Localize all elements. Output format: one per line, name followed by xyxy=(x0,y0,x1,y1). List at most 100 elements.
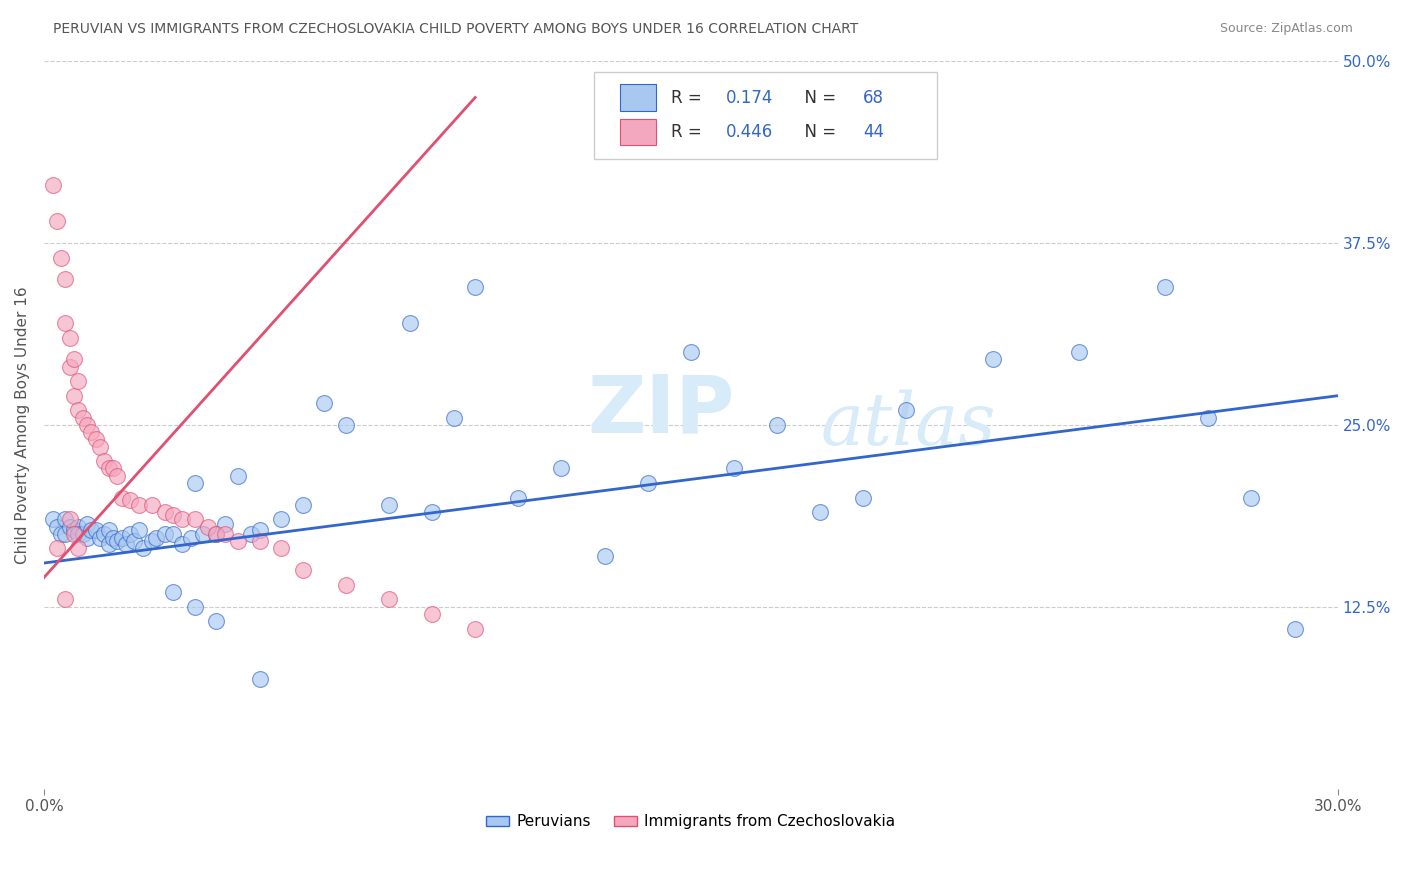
Point xyxy=(89,440,111,454)
Point xyxy=(72,410,94,425)
Point xyxy=(55,272,77,286)
Point xyxy=(55,592,77,607)
Point xyxy=(67,541,90,556)
Point xyxy=(45,214,67,228)
Point xyxy=(59,359,82,374)
Point xyxy=(420,607,443,621)
Point xyxy=(1067,345,1090,359)
Point xyxy=(153,505,176,519)
Point xyxy=(981,352,1004,367)
Point xyxy=(63,523,86,537)
Point xyxy=(508,491,530,505)
Point xyxy=(205,614,228,628)
Point xyxy=(84,433,107,447)
Point xyxy=(291,498,314,512)
Point xyxy=(67,527,90,541)
Point xyxy=(1240,491,1263,505)
Point xyxy=(45,541,67,556)
Point xyxy=(314,396,336,410)
Point xyxy=(41,178,63,192)
Point xyxy=(1284,622,1306,636)
Point xyxy=(162,508,184,522)
Point xyxy=(637,476,659,491)
Point xyxy=(291,563,314,577)
Text: ZIP: ZIP xyxy=(588,371,734,450)
Point xyxy=(84,523,107,537)
Point xyxy=(464,622,486,636)
Text: PERUVIAN VS IMMIGRANTS FROM CZECHOSLOVAKIA CHILD POVERTY AMONG BOYS UNDER 16 COR: PERUVIAN VS IMMIGRANTS FROM CZECHOSLOVAK… xyxy=(53,22,859,37)
Point xyxy=(59,512,82,526)
FancyBboxPatch shape xyxy=(593,72,936,160)
Point xyxy=(124,534,146,549)
Point xyxy=(145,531,167,545)
Y-axis label: Child Poverty Among Boys Under 16: Child Poverty Among Boys Under 16 xyxy=(15,286,30,564)
Point xyxy=(93,454,115,468)
FancyBboxPatch shape xyxy=(620,119,655,145)
Text: N =: N = xyxy=(794,88,842,106)
Point xyxy=(420,505,443,519)
Point xyxy=(63,389,86,403)
Point xyxy=(335,578,357,592)
Text: 44: 44 xyxy=(863,123,884,141)
Point xyxy=(270,512,292,526)
Point xyxy=(97,461,120,475)
Point xyxy=(89,531,111,545)
Point xyxy=(80,523,103,537)
Point xyxy=(128,498,150,512)
FancyBboxPatch shape xyxy=(620,85,655,111)
Point xyxy=(270,541,292,556)
Point xyxy=(132,541,155,556)
Point xyxy=(464,279,486,293)
Point xyxy=(226,534,249,549)
Point xyxy=(162,527,184,541)
Point xyxy=(249,534,271,549)
Point xyxy=(214,527,236,541)
Point xyxy=(80,425,103,439)
Point xyxy=(72,527,94,541)
Point xyxy=(55,512,77,526)
Point xyxy=(335,417,357,432)
Point xyxy=(101,461,124,475)
Point xyxy=(1154,279,1177,293)
Point xyxy=(184,512,207,526)
Point xyxy=(93,527,115,541)
Point xyxy=(63,352,86,367)
Point xyxy=(378,498,401,512)
Point xyxy=(593,549,616,563)
Point xyxy=(67,519,90,533)
Point xyxy=(1197,410,1219,425)
Text: R =: R = xyxy=(671,88,707,106)
Text: Source: ZipAtlas.com: Source: ZipAtlas.com xyxy=(1219,22,1353,36)
Point xyxy=(76,516,98,531)
Point xyxy=(808,505,831,519)
Point xyxy=(180,531,202,545)
Point xyxy=(184,599,207,614)
Point xyxy=(49,251,72,265)
Text: 0.174: 0.174 xyxy=(725,88,773,106)
Point xyxy=(76,531,98,545)
Point xyxy=(197,519,219,533)
Point xyxy=(896,403,918,417)
Point xyxy=(170,512,193,526)
Point xyxy=(443,410,465,425)
Point xyxy=(105,468,128,483)
Legend: Peruvians, Immigrants from Czechoslovakia: Peruvians, Immigrants from Czechoslovaki… xyxy=(479,808,901,836)
Point xyxy=(193,527,215,541)
Point xyxy=(55,316,77,330)
Point xyxy=(41,512,63,526)
Point xyxy=(205,527,228,541)
Point xyxy=(550,461,572,475)
Point xyxy=(55,527,77,541)
Point xyxy=(110,531,132,545)
Point xyxy=(101,531,124,545)
Point xyxy=(110,491,132,505)
Point xyxy=(852,491,875,505)
Point xyxy=(184,476,207,491)
Point xyxy=(723,461,745,475)
Point xyxy=(249,673,271,687)
Point xyxy=(76,417,98,432)
Point xyxy=(67,374,90,388)
Point xyxy=(114,537,136,551)
Point xyxy=(170,537,193,551)
Point xyxy=(63,527,86,541)
